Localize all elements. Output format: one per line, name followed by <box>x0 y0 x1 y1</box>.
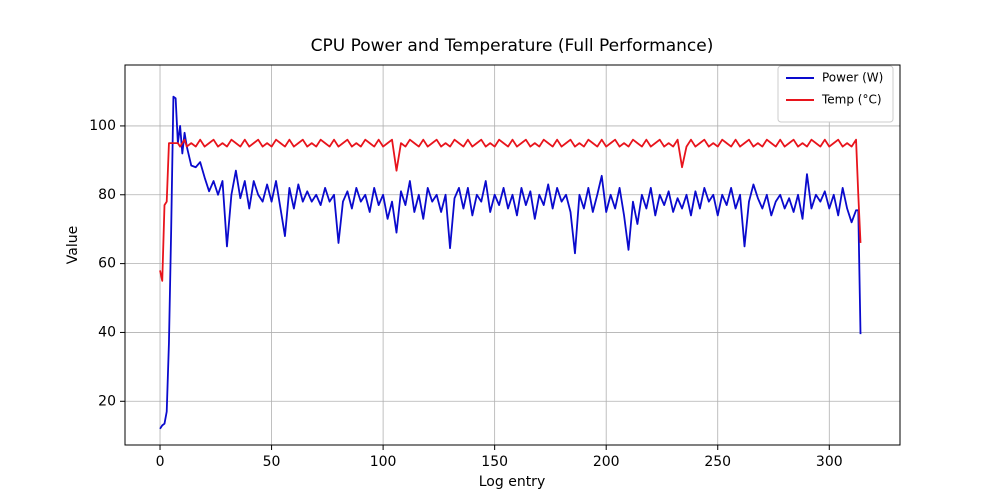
y-tick-label: 60 <box>98 256 116 272</box>
x-tick-label: 200 <box>593 454 620 470</box>
plot-frame <box>124 64 901 446</box>
data-line <box>159 138 862 282</box>
legend-box <box>777 65 894 123</box>
x-tick-label: 250 <box>704 454 731 470</box>
y-tick-label: 100 <box>89 118 116 134</box>
x-tick-label: 100 <box>370 454 397 470</box>
x-tick-label: 150 <box>481 454 508 470</box>
x-tick-label: 50 <box>263 454 281 470</box>
legend-label: Temp (°C) <box>821 93 882 107</box>
legend-label: Power (W) <box>822 71 883 85</box>
x-tick-label: 0 <box>156 454 165 470</box>
y-tick-label: 20 <box>98 393 116 409</box>
y-tick-label: 80 <box>98 187 116 203</box>
data-line <box>159 95 862 430</box>
y-tick-label: 40 <box>98 324 116 340</box>
chart-title: CPU Power and Temperature (Full Performa… <box>311 36 714 56</box>
x-tick-label: 300 <box>816 454 843 470</box>
x-axis-label: Log entry <box>479 474 545 490</box>
y-axis-label: Value <box>65 226 81 264</box>
